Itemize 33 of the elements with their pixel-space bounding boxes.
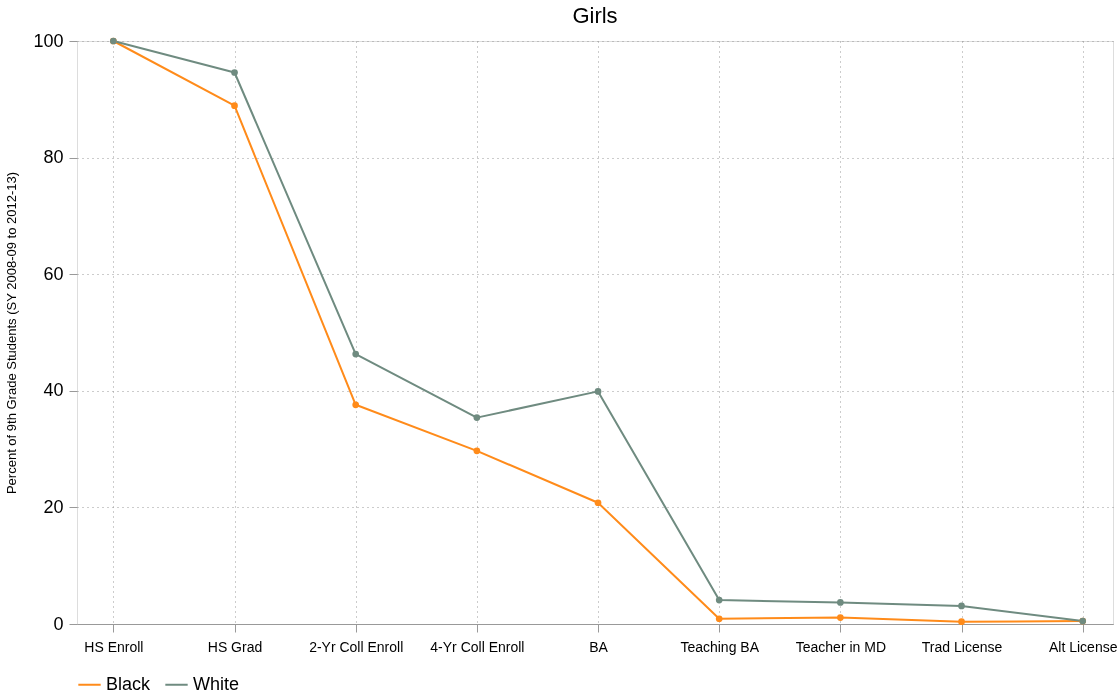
x-tick-label: HS Enroll bbox=[84, 638, 144, 655]
y-tick-label: 40 bbox=[43, 380, 64, 401]
x-tick-label: 2-Yr Coll Enroll bbox=[309, 638, 404, 655]
point bbox=[958, 602, 965, 610]
legend-label: Black bbox=[106, 673, 152, 694]
point bbox=[837, 614, 844, 621]
y-tick-label: 80 bbox=[43, 147, 64, 168]
y-tick-label: 20 bbox=[43, 496, 64, 517]
x-tick-label: HS Grad bbox=[207, 638, 263, 655]
x-tick-label: Alt License bbox=[1048, 638, 1118, 655]
legend-label: White bbox=[193, 673, 240, 694]
x-tick-label: Trad License bbox=[921, 638, 1003, 655]
y-tick-label: 0 bbox=[53, 613, 64, 634]
point bbox=[594, 388, 602, 395]
x-tick-label: BA bbox=[589, 638, 609, 655]
point bbox=[473, 414, 481, 421]
point bbox=[715, 596, 723, 604]
y-tick-label: 60 bbox=[43, 263, 64, 284]
x-tick-label: Teaching BA bbox=[680, 638, 760, 655]
y-tick-label: 100 bbox=[33, 30, 64, 51]
point bbox=[231, 69, 238, 76]
point bbox=[958, 618, 965, 626]
x-tick-label: 4-Yr Coll Enroll bbox=[430, 638, 525, 655]
chart-title: Girls bbox=[572, 3, 618, 28]
point bbox=[594, 499, 602, 507]
point bbox=[715, 615, 723, 623]
point bbox=[352, 401, 360, 409]
point bbox=[837, 599, 844, 606]
x-tick-label: Teacher in MD bbox=[795, 638, 886, 655]
y-axis-title: Percent of 9th Grade Students (SY 2008-09 to 2012-13) bbox=[4, 171, 20, 495]
point bbox=[231, 102, 238, 110]
point bbox=[352, 350, 360, 358]
point bbox=[473, 447, 481, 455]
